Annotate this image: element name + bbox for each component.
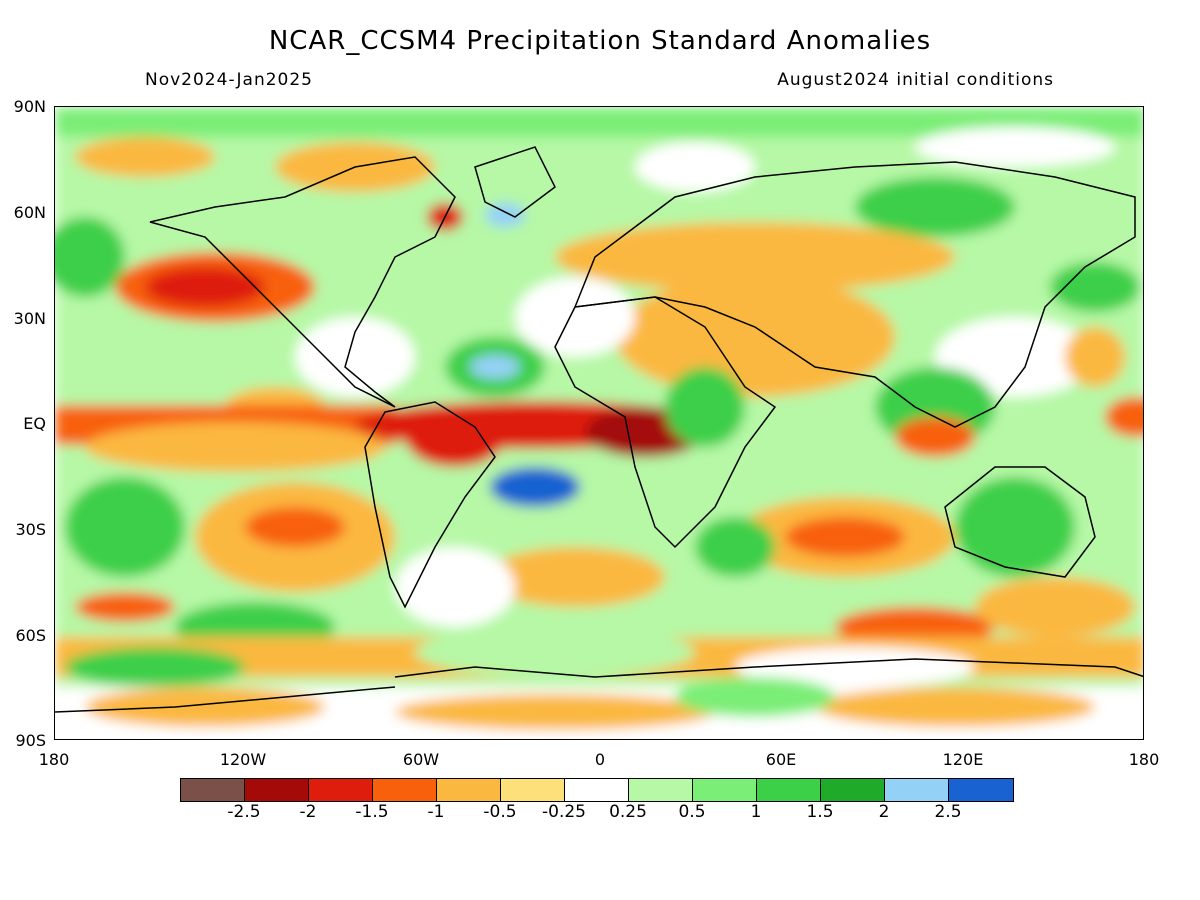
- colorbar-label: 1.5: [806, 802, 834, 822]
- colorbar-swatch: [821, 779, 885, 801]
- forecast-period: Nov2024-Jan2025: [145, 70, 313, 90]
- colorbar-swatch: [949, 779, 1013, 801]
- lon-label-120w: 120W: [219, 750, 267, 769]
- lat-label-60s: 60S: [15, 626, 46, 645]
- colorbar-label: -0.5: [483, 802, 517, 822]
- initial-conditions-label: August2024 initial conditions: [777, 70, 1054, 90]
- colorbar-label: 2.5: [934, 802, 962, 822]
- lat-label-30s: 30S: [15, 520, 46, 539]
- lon-label-60e: 60E: [765, 750, 797, 769]
- colorbar-swatch: [309, 779, 373, 801]
- lat-label-90s: 90S: [15, 731, 46, 750]
- colorbar-label: -2.5: [227, 802, 261, 822]
- anomaly-map: [54, 106, 1144, 740]
- colorbar-label: 0.25: [609, 802, 647, 822]
- coastline-outlines: [55, 146, 1143, 713]
- colorbar: [180, 778, 1014, 802]
- colorbar-swatch: [565, 779, 629, 801]
- anomaly-map-svg: [55, 107, 1143, 739]
- lat-label-30n: 30N: [13, 309, 46, 328]
- lon-label-120e: 120E: [942, 750, 984, 769]
- colorbar-swatch: [437, 779, 501, 801]
- colorbar-label: 2: [878, 802, 890, 822]
- lat-label-90n: 90N: [13, 97, 46, 116]
- colorbar-swatch: [693, 779, 757, 801]
- precip-anomaly-field: [55, 107, 1143, 739]
- lon-label-0: 0: [594, 750, 606, 769]
- colorbar-swatch: [181, 779, 245, 801]
- colorbar-swatch: [885, 779, 949, 801]
- colorbar-swatch: [373, 779, 437, 801]
- colorbar-label: -0.25: [542, 802, 586, 822]
- colorbar-swatch: [757, 779, 821, 801]
- lon-label-60w: 60W: [402, 750, 440, 769]
- colorbar-swatch: [501, 779, 565, 801]
- colorbar-label: -1: [427, 802, 445, 822]
- colorbar-swatch: [245, 779, 309, 801]
- lon-label-180e: 180: [1128, 750, 1160, 769]
- colorbar-label: -2: [299, 802, 317, 822]
- lat-label-60n: 60N: [13, 203, 46, 222]
- lat-label-eq: EQ: [23, 414, 46, 433]
- colorbar-label: 0.5: [678, 802, 706, 822]
- lon-label-180w: 180: [38, 750, 70, 769]
- chart-title: NCAR_CCSM4 Precipitation Standard Anomal…: [268, 26, 932, 56]
- colorbar-label: -1.5: [355, 802, 389, 822]
- colorbar-swatch: [629, 779, 693, 801]
- colorbar-label: 1: [750, 802, 762, 822]
